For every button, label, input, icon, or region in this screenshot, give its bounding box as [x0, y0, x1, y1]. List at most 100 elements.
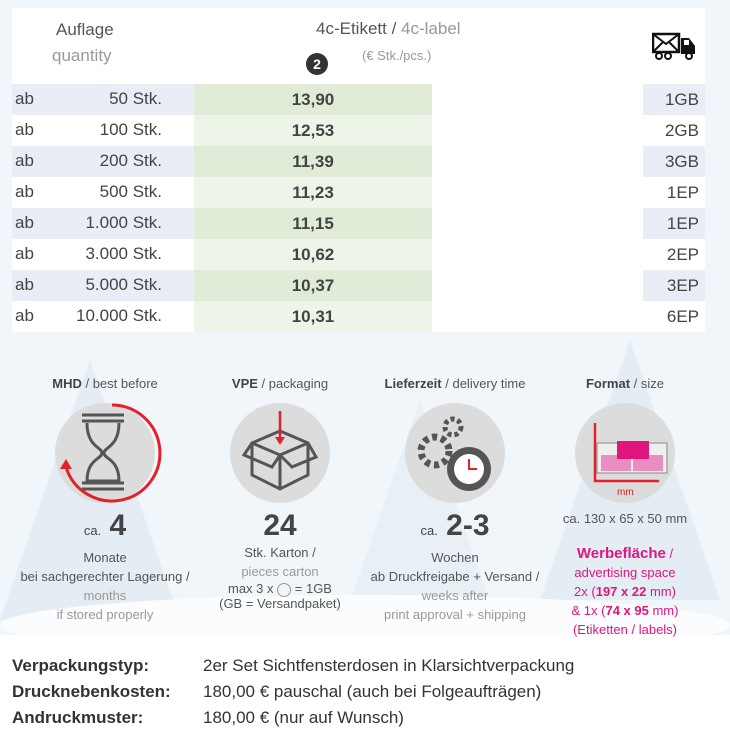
delivery-note: ab Druckfreigabe + Versand /	[370, 569, 540, 584]
shipping-cell: 2GB	[643, 115, 705, 146]
mail-truck-icon	[651, 32, 697, 60]
qty-cell: 5.000 Stk.	[85, 275, 162, 294]
adv-size-1: 2x (197 x 22 mm)	[574, 584, 676, 599]
shipping-cell: 3EP	[643, 270, 705, 301]
vpe-gb: = 1GB	[294, 581, 332, 596]
adv-title-en: advertising space	[574, 565, 676, 580]
row-background	[12, 301, 194, 332]
format-dims: ca. 130 x 65 x 50 mm	[562, 511, 688, 526]
footer-label: Drucknebenkosten:	[12, 682, 171, 701]
mhd-unit: Monate	[83, 550, 127, 565]
table-row: 11,39 3GB ab 200 Stk.	[12, 146, 705, 177]
format-info: Format / size mm ca. 130 x 65 x 50 mm We…	[535, 374, 715, 639]
small-box-icon	[277, 582, 292, 597]
vpe-title-en: packaging	[268, 376, 329, 391]
shipping-cell: 1GB	[643, 84, 705, 115]
mm-label: mm	[617, 487, 634, 498]
vpe-unit-en: pieces carton	[241, 564, 319, 579]
product-label: 4c-Etikett	[316, 19, 387, 38]
table-row: 13,90 1GB ab 50 Stk.	[12, 84, 705, 115]
gears-clock-icon	[405, 403, 505, 503]
qty-header: Auflage	[56, 20, 114, 39]
footer-value: 180,00 € pauschal (auch bei Folgeaufträg…	[203, 682, 542, 701]
shipping-cell: 6EP	[643, 301, 705, 332]
footnote-badge: 2	[306, 53, 328, 75]
qty-header-en: quantity	[52, 46, 112, 65]
adv-size-2: & 1x (74 x 95 mm)	[571, 603, 679, 618]
vpe-info: VPE / packaging 24 Stk. Karton / pieces …	[190, 374, 370, 611]
format-title: Format	[585, 376, 631, 391]
prefix-cell: ab	[15, 213, 34, 232]
shipping-cell: 1EP	[643, 177, 705, 208]
delivery-info: Lieferzeit / delivery time ca. 2-3 Woche…	[365, 374, 545, 624]
price-cell: 12,53	[194, 115, 432, 146]
mhd-info: MHD / best before ca. 4 Monate bei sachg…	[15, 374, 195, 624]
row-background	[12, 208, 194, 239]
approx-label: ca.	[420, 523, 438, 538]
qty-cell: 50 Stk.	[109, 89, 162, 108]
qty-cell: 200 Stk.	[99, 151, 162, 170]
product-header: 4c-Etikett / 4c-label	[316, 19, 461, 38]
footer-label: Andruckmuster:	[12, 708, 144, 727]
row-background	[12, 270, 194, 301]
qty-cell: 1.000 Stk.	[85, 213, 162, 232]
delivery-unit-en: weeks after	[421, 588, 489, 603]
price-cell: 10,62	[194, 239, 432, 270]
price-cell: 11,15	[194, 208, 432, 239]
vpe-max: max 3 x	[228, 581, 274, 596]
qty-cell: 100 Stk.	[99, 120, 162, 139]
footer-row: Andruckmuster: 180,00 € (nur auf Wunsch)	[12, 708, 718, 728]
product-label-en: 4c-label	[401, 19, 461, 38]
footer-value: 2er Set Sichtfensterdosen in Klarsichtve…	[203, 656, 575, 675]
footer-row: Drucknebenkosten: 180,00 € pauschal (auch…	[12, 682, 718, 702]
approx-label: ca.	[83, 523, 102, 538]
table-row: 10,31 6EP ab 10.000 Stk.	[12, 301, 705, 332]
mhd-unit-en: months	[83, 588, 127, 603]
format-title-en: size	[640, 376, 665, 391]
prefix-cell: ab	[15, 244, 34, 263]
delivery-title-en: delivery time	[452, 376, 526, 391]
row-background	[12, 146, 194, 177]
prefix-cell: ab	[15, 89, 34, 108]
vpe-value: 24	[263, 509, 297, 542]
price-cell: 10,37	[194, 270, 432, 301]
box-icon	[230, 403, 330, 503]
shipping-cell: 1EP	[643, 208, 705, 239]
delivery-value: 2-3	[446, 509, 490, 542]
footer-label: Verpackungstyp:	[12, 656, 149, 675]
footer-row: Verpackungstyp: 2er Set Sichtfensterdosen…	[12, 656, 718, 676]
row-background	[12, 239, 194, 270]
price-cell: 13,90	[194, 84, 432, 115]
mhd-note-en: if stored properly	[56, 607, 154, 622]
price-cell: 11,39	[194, 146, 432, 177]
row-background	[12, 115, 194, 146]
delivery-note-en: print approval + shipping	[383, 607, 526, 622]
table-row: 10,37 3EP ab 5.000 Stk.	[12, 270, 705, 301]
qty-cell: 500 Stk.	[99, 182, 162, 201]
shipping-cell: 2EP	[643, 239, 705, 270]
table-row: 12,53 2GB ab 100 Stk.	[12, 115, 705, 146]
mhd-note: bei sachgerechter Lagerung /	[20, 569, 190, 584]
footer-value: 180,00 € (nur auf Wunsch)	[203, 708, 404, 727]
delivery-title: Lieferzeit	[384, 376, 442, 391]
prefix-cell: ab	[15, 151, 34, 170]
vpe-gb-note: (GB = Versandpaket)	[219, 595, 341, 611]
mhd-value: 4	[109, 509, 127, 542]
price-cell: 11,23	[194, 177, 432, 208]
adv-title: Werbefläche	[576, 545, 666, 562]
mhd-title-en: best before	[92, 376, 158, 391]
footer-background	[0, 635, 730, 745]
qty-cell: 10.000 Stk.	[75, 306, 162, 325]
table-row: 10,62 2EP ab 3.000 Stk.	[12, 239, 705, 270]
prefix-cell: ab	[15, 306, 34, 325]
adv-note: (Etiketten / labels)	[572, 622, 678, 637]
shipping-cell: 3GB	[643, 146, 705, 177]
prefix-cell: ab	[15, 120, 34, 139]
prefix-cell: ab	[15, 182, 34, 201]
unit-label: (€ Stk./pcs.)	[362, 48, 432, 63]
table-row: 11,23 1EP ab 500 Stk.	[12, 177, 705, 208]
prefix-cell: ab	[15, 275, 34, 294]
row-background	[12, 177, 194, 208]
package-size-icon: mm	[575, 403, 675, 503]
table-row: 11,15 1EP ab 1.000 Stk.	[12, 208, 705, 239]
